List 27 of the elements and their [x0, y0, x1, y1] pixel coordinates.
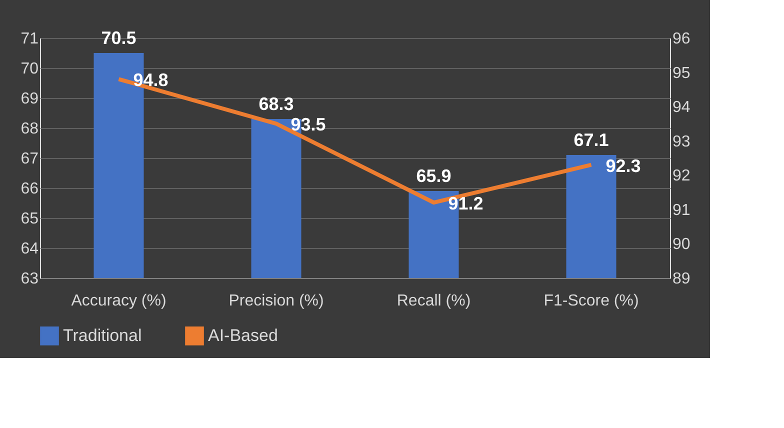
legend-label: AI-Based [208, 326, 278, 345]
y-tick-label: 71 [20, 30, 39, 48]
data-label: 70.5 [101, 28, 136, 48]
y2-tick-label: 93 [672, 133, 690, 150]
y-tick-label: 66 [20, 180, 39, 198]
x-tick-label: Recall (%) [396, 292, 471, 310]
y2-tick-label: 89 [672, 270, 690, 288]
y2-tick-label: 91 [672, 202, 690, 219]
x-tick-label: Precision (%) [228, 292, 324, 310]
y-tick-label: 65 [20, 210, 39, 228]
y2-tick-label: 94 [672, 99, 690, 116]
x-tick-label: Accuracy (%) [71, 292, 166, 310]
data-label: 65.9 [416, 166, 452, 186]
y2-tick-label: 90 [672, 236, 690, 254]
legend-label: Traditional [63, 326, 142, 345]
y-tick-label: 67 [20, 150, 39, 168]
y-tick-label: 68 [20, 120, 39, 138]
data-label: 68.3 [258, 94, 294, 114]
y2-tick-label: 96 [672, 30, 690, 48]
y-tick-label: 64 [20, 240, 39, 258]
y2-tick-label: 95 [672, 64, 690, 82]
y-tick-label: 70 [20, 60, 39, 78]
data-label: 67.1 [574, 130, 609, 150]
y-tick-label: 63 [20, 270, 39, 288]
y-tick-label: 69 [20, 90, 39, 108]
x-tick-label: F1-Score (%) [544, 292, 639, 310]
y2-tick-label: 92 [672, 168, 690, 185]
